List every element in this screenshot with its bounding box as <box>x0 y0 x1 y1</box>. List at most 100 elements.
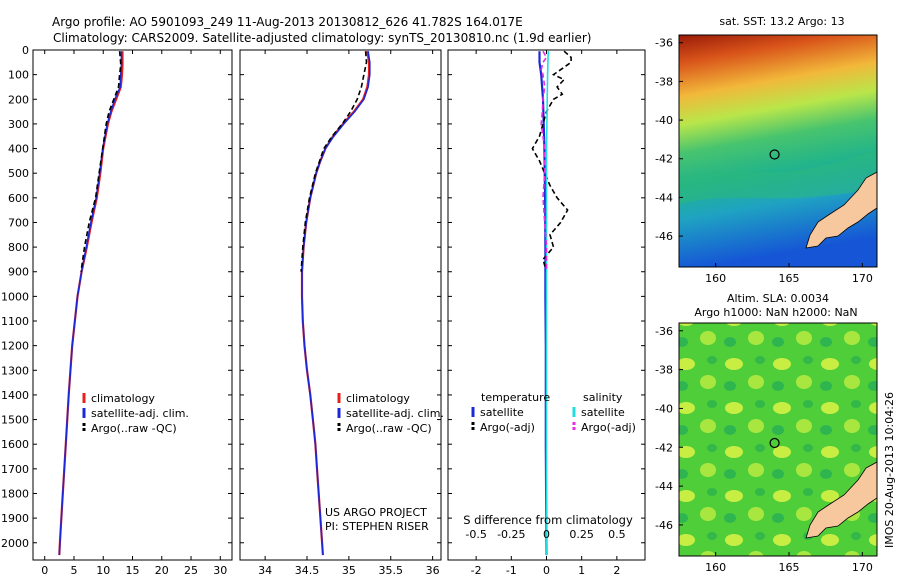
series-line-3 <box>545 51 550 556</box>
sst-map-title: sat. SST: 13.2 Argo: 13 <box>719 15 844 28</box>
y-tick-label: 1700 <box>1 463 29 476</box>
y-tick-label: 1300 <box>1 364 29 377</box>
map-y-tick-label: -42 <box>655 153 673 166</box>
map-y-tick-label: -44 <box>655 191 673 204</box>
x-tick-label: 36 <box>426 564 440 577</box>
y-tick-label: 0 <box>22 44 29 57</box>
x-tick-label: 10 <box>96 564 110 577</box>
sst-front <box>679 150 877 205</box>
map-y-tick-label: -40 <box>655 114 673 127</box>
legend-label-2: satellite-adj. clim. <box>346 407 444 420</box>
annotation-line-2: PI: STEPHEN RISER <box>325 520 429 533</box>
annotation-line-1: US ARGO PROJECT <box>325 506 427 519</box>
land-coast <box>805 171 877 249</box>
y-tick-label: 1400 <box>1 389 29 402</box>
diff-legend-label-1: satellite <box>480 406 524 419</box>
land-coast-sla <box>805 461 877 539</box>
sla-map-title-1: Altim. SLA: 0.0034 <box>727 292 829 305</box>
difference-panel: -2-1012T difference from climatologytemp… <box>447 49 646 577</box>
sst-map: sat. SST: 13.2 Argo: 13 160 165 170 -36 -38 -… <box>655 15 878 285</box>
map-y-tick-label: -42 <box>655 441 673 454</box>
map-x-tick-label: 160 <box>705 561 726 574</box>
x-tick-label: 15 <box>126 564 140 577</box>
x-tick-label: 35 <box>342 564 356 577</box>
top-tick-label: 0 <box>543 528 550 541</box>
side-stamp: IMOS 20-Aug-2013 10:04:26 <box>883 392 896 548</box>
y-tick-label: 100 <box>8 69 29 82</box>
sla-map: Altim. SLA: 0.0034 Argo h1000: NaN h2000… <box>655 292 878 574</box>
map-x-tick-label: 165 <box>779 272 800 285</box>
map-y-tick-label: -46 <box>655 519 673 532</box>
y-tick-label: 400 <box>8 143 29 156</box>
y-tick-label: 1500 <box>1 414 29 427</box>
title-line-1: Argo profile: AO 5901093_249 11-Aug-2013… <box>52 15 523 29</box>
top-tick-label: -0.5 <box>465 528 486 541</box>
legend-label-2: satellite-adj. clim. <box>91 407 189 420</box>
map-y-tick-label: -38 <box>655 364 673 377</box>
map-x-tick-label: 165 <box>779 561 800 574</box>
x-tick-label: 34.5 <box>295 564 320 577</box>
top-tick-label: -0.25 <box>497 528 525 541</box>
top-tick-label: 0.5 <box>608 528 626 541</box>
series-line-2 <box>58 51 123 556</box>
map-x-tick-label: 170 <box>852 561 873 574</box>
series-line-1 <box>58 51 124 556</box>
y-tick-label: 900 <box>8 266 29 279</box>
series-line-3 <box>80 51 122 272</box>
y-tick-label: 500 <box>8 167 29 180</box>
legend-label-3: Argo(..raw -QC) <box>346 422 432 435</box>
title-line-2: Climatology: CARS2009. Satellite-adjuste… <box>53 31 591 45</box>
series-line-2 <box>531 50 572 272</box>
x-tick-label: 0 <box>41 564 48 577</box>
series-line-2 <box>301 51 371 556</box>
y-tick-label: 2000 <box>1 537 29 550</box>
diff-legend-label-2: Argo(-adj) <box>480 421 535 434</box>
x-tick-label: 2 <box>613 564 620 577</box>
x-tick-label: 1 <box>578 564 585 577</box>
top-tick-label: 0.25 <box>569 528 594 541</box>
legend-label-1: climatology <box>346 392 410 405</box>
y-tick-label: 1900 <box>1 512 29 525</box>
series-line-3 <box>300 51 368 272</box>
x-tick-label: -1 <box>506 564 517 577</box>
x-tick-label: 35.5 <box>379 564 404 577</box>
x-tick-label: 30 <box>213 564 227 577</box>
map-y-tick-label: -36 <box>655 37 673 50</box>
x-tick-label: 34 <box>258 564 272 577</box>
x-tick-label: 5 <box>70 564 77 577</box>
y-tick-label: 1600 <box>1 438 29 451</box>
argo-position-marker <box>769 437 780 449</box>
y-tick-label: 800 <box>8 241 29 254</box>
sst-map-axes: 160 165 170 -36 -38 -40 -42 -44 -46 <box>655 37 873 285</box>
panel-sal-frame <box>239 49 442 561</box>
map-y-tick-label: -40 <box>655 402 673 415</box>
legend-title-temperature: temperature <box>481 391 550 404</box>
x-tick-label: 25 <box>184 564 198 577</box>
diff-legend-label-3: satellite <box>581 406 625 419</box>
x-tick-label: -2 <box>471 564 482 577</box>
map-x-tick-label: 160 <box>705 272 726 285</box>
series-line-1 <box>300 51 371 556</box>
sla-map-frame <box>678 322 878 557</box>
y-tick-label: 600 <box>8 192 29 205</box>
y-tick-label: 300 <box>8 118 29 131</box>
map-x-tick-label: 170 <box>852 272 873 285</box>
temperature-panel: 0 5 10 15 20 25 300100200300400500600700800900… <box>1 44 233 577</box>
argo-position-marker <box>769 149 780 160</box>
y-tick-label: 200 <box>8 93 29 106</box>
sla-map-title-2: Argo h1000: NaN h2000: NaN <box>694 306 857 319</box>
map-y-tick-label: -38 <box>655 75 673 88</box>
sla-map-axes: 160 165 170 -36 -38 -40 -42 -44 -46 <box>655 325 873 574</box>
top-axis-label: S difference from climatology <box>463 513 633 527</box>
sst-map-frame <box>678 34 878 268</box>
y-tick-label: 1100 <box>1 315 29 328</box>
salinity-panel: 3434.53535.536salinityclimatologysatelli… <box>239 49 444 577</box>
legend-label-3: Argo(..raw -QC) <box>91 422 177 435</box>
x-tick-label: 0 <box>543 564 550 577</box>
y-tick-label: 700 <box>8 216 29 229</box>
map-y-tick-label: -36 <box>655 325 673 338</box>
legend-label-1: climatology <box>91 392 155 405</box>
y-tick-label: 1200 <box>1 340 29 353</box>
y-tick-label: 1000 <box>1 290 29 303</box>
